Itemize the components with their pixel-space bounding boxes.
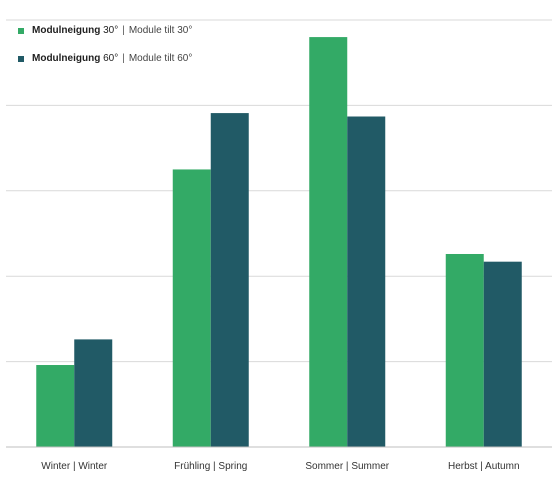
category-label-layer: Winter | Winter Frühling | Spring Sommer |… [41,461,519,472]
bar-layer [36,37,522,447]
x-tick-label: Frühling | Spring [174,461,247,472]
bar-series-1-category-2 [173,169,211,447]
legend-name-en-tilt-60: Module tilt 60° [129,52,192,66]
x-tick-label: Sommer | Summer [305,461,389,472]
legend-swatch-tilt-60 [18,56,24,62]
chart-legend: Modulneigung 30° | Module tilt 30° Modulne… [18,24,192,80]
legend-name-de-tilt-30: Modulneigung [32,24,100,38]
bar-series-1-category-4 [446,254,484,447]
legend-item-tilt-60: Modulneigung 60° | Module tilt 60° [18,52,192,66]
bar-series-2-category-3 [347,117,385,447]
legend-name-de-tilt-60: Modulneigung [32,52,100,66]
legend-name-en-tilt-30: Module tilt 30° [129,24,192,38]
legend-angle-tilt-30: 30° [103,24,118,38]
bar-series-2-category-1 [74,339,112,447]
bar-series-1-category-1 [36,365,74,447]
bar-series-2-category-4 [484,262,522,447]
bar-series-1-category-3 [309,37,347,447]
bar-series-2-category-2 [211,113,249,447]
legend-item-tilt-30: Modulneigung 30° | Module tilt 30° [18,24,192,38]
x-tick-label: Winter | Winter [41,461,108,472]
legend-swatch-tilt-30 [18,28,24,34]
x-tick-label: Herbst | Autumn [448,461,520,472]
legend-angle-tilt-60: 60° [103,52,118,66]
